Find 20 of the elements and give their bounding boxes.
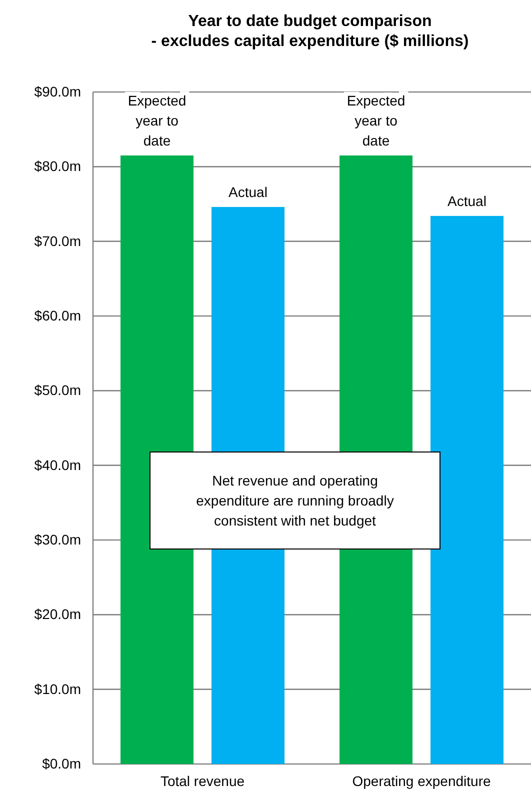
bar [430, 216, 504, 764]
chart-title: Year to date budget comparison - excludes capital expenditure ($ millions) [151, 13, 469, 50]
annotation: Net revenue and operating expenditure are running broadly consistent with net budget [196, 472, 394, 528]
y-tick-label: $20.0m [34, 606, 81, 622]
x-tick-label: Operating expenditure [352, 772, 491, 789]
y-tick-label: $90.0m [34, 83, 81, 100]
y-tick-label: $70.0m [34, 232, 81, 249]
y-tick-label: $0.0m [42, 755, 81, 772]
text: Expected year to date [346, 92, 406, 148]
y-tick-label: $50.0m [34, 382, 81, 398]
y-tick-label: $30.0m [34, 531, 81, 548]
x-tick-label: Total revenue [160, 772, 245, 789]
y-tick-label: $60.0m [34, 307, 81, 324]
y-tick-label: $40.0m [34, 456, 81, 473]
note-box: Net revenue and operating expenditure are running broadly consistent with net budget [150, 452, 440, 550]
series-label: Actual [228, 184, 268, 200]
text: Actual [448, 192, 486, 209]
y-tick-label: $10.0m [34, 680, 81, 697]
y-tick-label: $80.0m [34, 158, 81, 174]
series-label: Expected year to date [128, 92, 186, 148]
